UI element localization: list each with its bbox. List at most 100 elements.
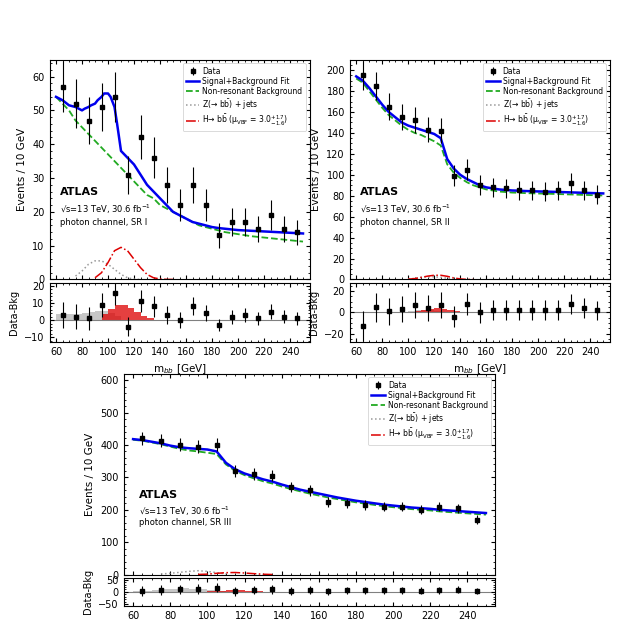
H→ b$\bar{\mathdefault{b}}$ (μ$_{\mathdefault{VBF}}$ = 3.0$^{+1.7}_{-1.6}$) [98,269,105,276]
H→ b$\bar{\mathdefault{b}}$ (μ$_{\mathdefault{VBF}}$ = 3.0$^{+1.7}_{-1.6}$) [204,570,211,578]
H→ b$\bar{\mathdefault{b}}$ (μ$_{\mathdefault{VBF}}$ = 3.0$^{+1.7}_{-1.6}$) [143,271,151,278]
H→ b$\bar{\mathdefault{b}}$ (μ$_{\mathdefault{VBF}}$ = 3.0$^{+1.7}_{-1.6}$) [91,274,98,281]
Non-resonant Background [352,75,360,82]
Signal+Background Fit [167,442,174,450]
Signal+Background Fit [508,187,516,194]
Bar [402,311,409,312]
Signal+Background Fit [371,499,378,507]
Z(→ b$\bar{\mathdefault{b}}$) + jets [213,569,220,577]
Non-resonant Background [130,178,137,185]
Signal+Background Fit [297,486,304,494]
Z(→ b$\bar{\mathdefault{b}}$) + jets [430,273,438,281]
Non-resonant Background [306,490,313,497]
H→ b$\bar{\mathdefault{b}}$ (μ$_{\mathdefault{VBF}}$ = 3.0$^{+1.7}_{-1.6}$) [417,274,425,281]
Signal+Background Fit [148,438,155,445]
Non-resonant Background [280,236,287,243]
Z(→ b$\bar{\mathdefault{b}}$) + jets [456,276,464,283]
Non-resonant Background [411,129,418,137]
Non-resonant Background [213,450,220,458]
H→ b$\bar{\mathdefault{b}}$ (μ$_{\mathdefault{VBF}}$ = 3.0$^{+1.7}_{-1.6}$) [137,264,144,271]
Signal+Background Fit [352,73,360,80]
Signal+Background Fit [222,225,229,232]
Signal+Background Fit [65,102,73,109]
Legend: Data, Signal+Background Fit, Non-resonant Background, Z(→ b$\bar{\mathdefault{b}: Data, Signal+Background Fit, Non-resonan… [483,63,606,131]
Non-resonant Background [204,449,211,457]
Non-resonant Background [521,189,529,197]
Non-resonant Background [482,511,490,519]
Non-resonant Background [137,185,144,192]
Signal+Background Fit [580,189,587,197]
Non-resonant Background [202,224,209,231]
Non-resonant Background [389,504,397,511]
Signal+Background Fit [189,218,196,225]
Text: ATLAS: ATLAS [360,187,399,197]
Non-resonant Background [215,227,222,234]
Signal+Background Fit [417,126,425,134]
Z(→ b$\bar{\mathdefault{b}}$) + jets [98,257,105,264]
Signal+Background Fit [424,128,431,136]
Bar [441,309,447,312]
Bar [235,590,245,592]
Signal+Background Fit [489,185,496,192]
Text: photon channel, SR III: photon channel, SR III [139,518,231,528]
Signal+Background Fit [561,188,568,196]
Non-resonant Background [157,441,165,448]
H→ b$\bar{\mathdefault{b}}$ (μ$_{\mathdefault{VBF}}$ = 3.0$^{+1.7}_{-1.6}$) [118,244,125,251]
Bar [428,308,434,312]
Y-axis label: Events / 10 GeV: Events / 10 GeV [17,128,27,211]
Line: H→ b$\bar{\mathdefault{b}}$ (μ$_{\mathdefault{VBF}}$ = 3.0$^{+1.7}_{-1.6}$): H→ b$\bar{\mathdefault{b}}$ (μ$_{\mathde… [95,247,173,279]
Non-resonant Background [163,205,170,212]
Signal+Background Fit [98,93,105,100]
Z(→ b$\bar{\mathdefault{b}}$) + jets [157,570,165,578]
H→ b$\bar{\mathdefault{b}}$ (μ$_{\mathdefault{VBF}}$ = 3.0$^{+1.7}_{-1.6}$) [259,570,267,578]
Non-resonant Background [436,507,443,515]
Signal+Background Fit [204,446,211,453]
Z(→ b$\bar{\mathdefault{b}}$) + jets [450,275,457,283]
Line: H→ b$\bar{\mathdefault{b}}$ (μ$_{\mathdefault{VBF}}$ = 3.0$^{+1.7}_{-1.6}$): H→ b$\bar{\mathdefault{b}}$ (μ$_{\mathde… [408,275,473,279]
Non-resonant Background [476,183,483,191]
Non-resonant Background [176,445,183,453]
Non-resonant Background [189,218,196,225]
Non-resonant Background [417,506,425,514]
Non-resonant Background [241,231,248,239]
Non-resonant Background [586,192,594,199]
H→ b$\bar{\mathdefault{b}}$ (μ$_{\mathdefault{VBF}}$ = 3.0$^{+1.7}_{-1.6}$) [437,271,444,279]
Non-resonant Background [469,181,477,189]
Non-resonant Background [104,151,112,158]
Signal+Background Fit [378,101,386,109]
X-axis label: m$_{bb}$ [GeV]: m$_{bb}$ [GeV] [153,363,206,377]
Bar [152,590,161,592]
Non-resonant Background [269,480,276,487]
H→ b$\bar{\mathdefault{b}}$ (μ$_{\mathdefault{VBF}}$ = 3.0$^{+1.7}_{-1.6}$) [170,276,177,283]
Signal+Background Fit [286,229,293,237]
Signal+Background Fit [157,440,165,447]
Non-resonant Background [157,202,164,209]
Bar [56,314,63,320]
Signal+Background Fit [359,77,366,84]
Non-resonant Background [274,235,281,242]
Non-resonant Background [456,174,464,181]
Signal+Background Fit [306,488,313,495]
Signal+Background Fit [183,215,190,222]
Non-resonant Background [235,230,242,238]
Bar [63,314,69,320]
Signal+Background Fit [372,92,379,100]
Signal+Background Fit [463,175,470,183]
Bar [147,318,154,320]
Non-resonant Background [515,189,522,197]
Text: photon channel, SR II: photon channel, SR II [360,218,450,227]
Non-resonant Background [111,158,118,165]
Legend: Data, Signal+Background Fit, Non-resonant Background, Z(→ b$\bar{\mathdefault{b}: Data, Signal+Background Fit, Non-resonan… [183,63,306,131]
H→ b$\bar{\mathdefault{b}}$ (μ$_{\mathdefault{VBF}}$ = 3.0$^{+1.7}_{-1.6}$) [450,274,457,281]
Signal+Background Fit [450,165,457,172]
Bar [421,310,428,312]
Non-resonant Background [437,142,444,149]
Z(→ b$\bar{\mathdefault{b}}$) + jets [404,275,412,283]
Non-resonant Background [228,229,235,237]
H→ b$\bar{\mathdefault{b}}$ (μ$_{\mathdefault{VBF}}$ = 3.0$^{+1.7}_{-1.6}$) [404,275,412,283]
Bar [170,588,180,592]
Signal+Background Fit [547,188,555,195]
Non-resonant Background [443,161,451,168]
Non-resonant Background [247,232,255,240]
Non-resonant Background [267,234,274,242]
